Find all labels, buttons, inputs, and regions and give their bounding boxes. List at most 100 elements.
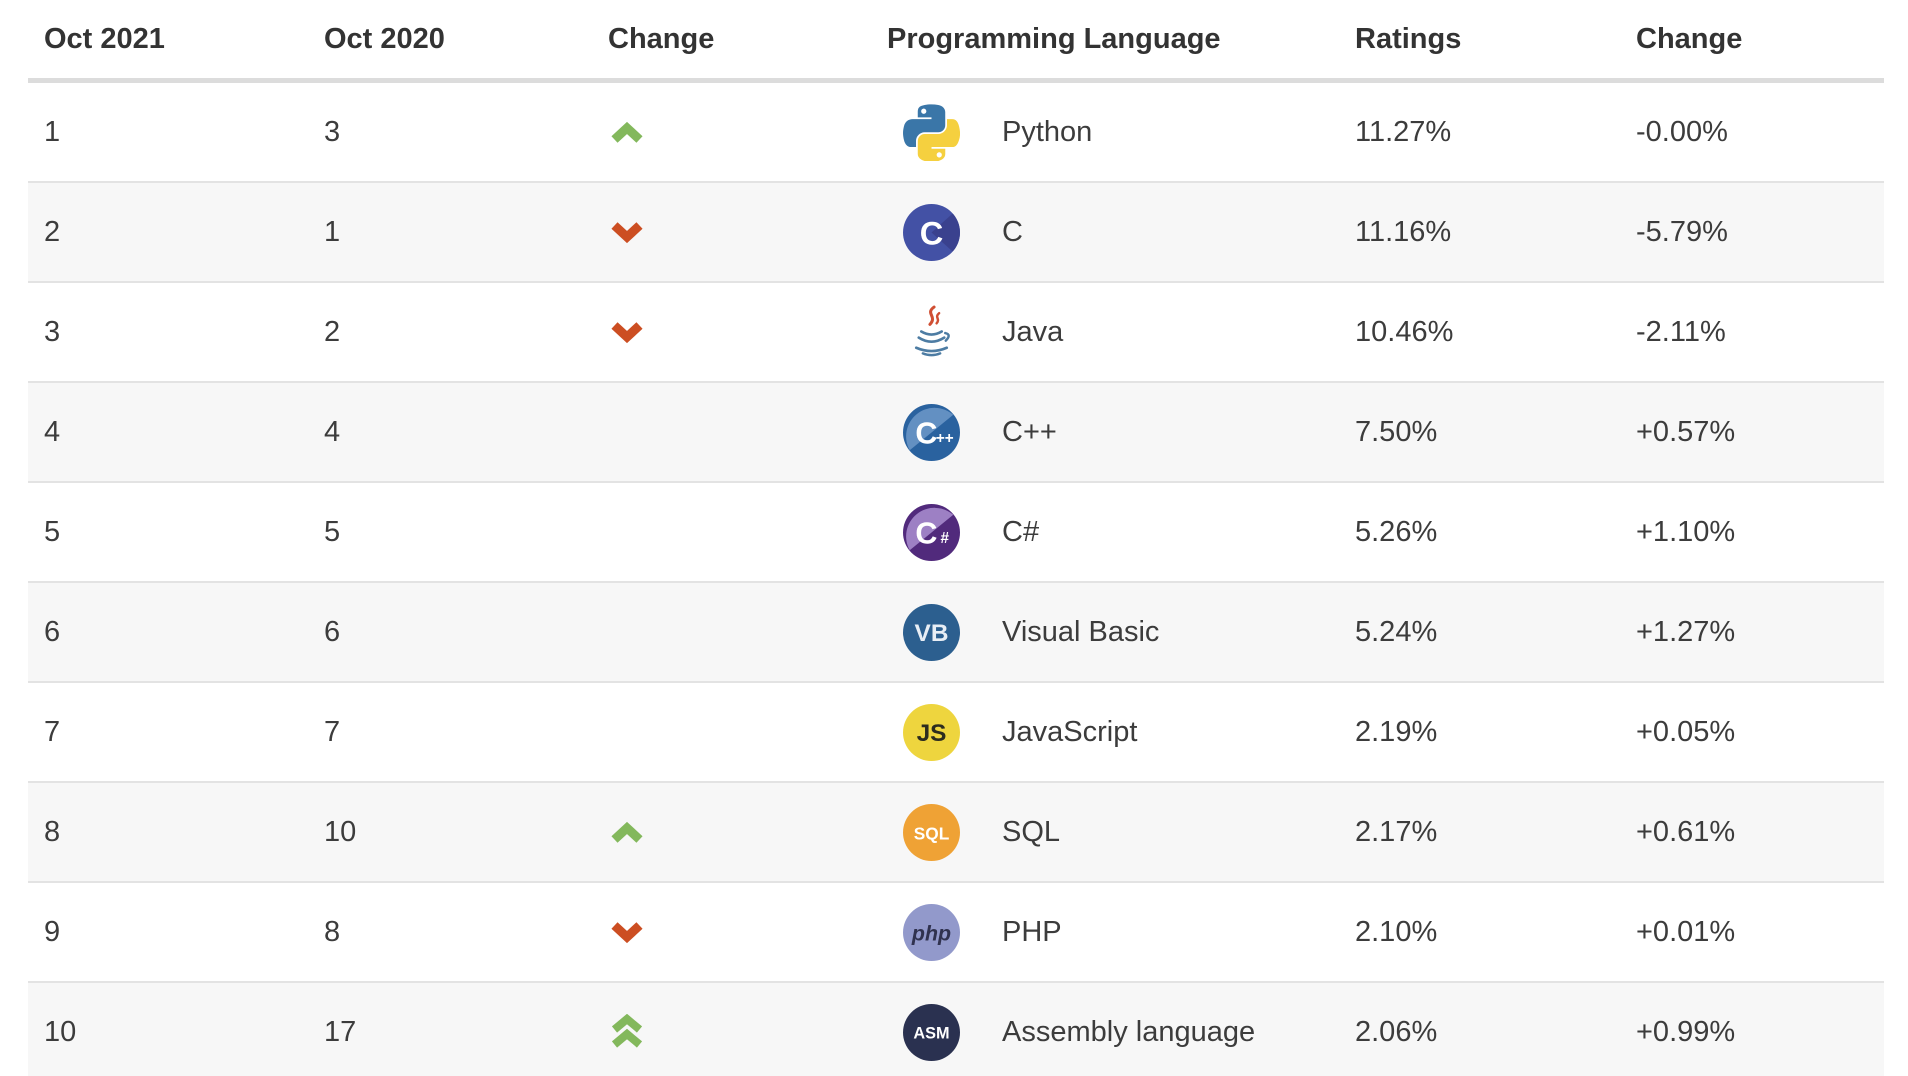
svg-text:JS: JS (917, 720, 947, 747)
language-label: JavaScript (1002, 715, 1138, 748)
language-cell: ASM Assembly language (871, 981, 1339, 1076)
language-wrap: Python (887, 103, 1339, 161)
double-up-arrow-icon (611, 1013, 643, 1048)
svg-text:C: C (920, 215, 944, 251)
language-wrap: SQL SQL (887, 803, 1339, 861)
language-label: C++ (1002, 415, 1057, 448)
change-cell: +1.10% (1620, 481, 1884, 582)
oct-2020-rank-cell: 2 (308, 281, 592, 382)
cpp-icon: C++ (903, 403, 960, 461)
header-row: Oct 2021 Oct 2020 Change Programming Lan… (28, 0, 1884, 83)
language-label: Python (1002, 115, 1093, 148)
language-wrap: php PHP (887, 903, 1339, 961)
table-row: 3 2 Java 10.46% -2.11% (28, 281, 1884, 382)
svg-text:C: C (915, 416, 937, 450)
language-cell: SQL SQL (871, 781, 1339, 882)
table-header: Oct 2021 Oct 2020 Change Programming Lan… (28, 0, 1884, 83)
change-cell: +0.61% (1620, 781, 1884, 882)
trend-cell (592, 281, 871, 382)
table-row: 6 6 VB Visual Basic 5.24% +1.27% (28, 581, 1884, 682)
language-label: C (1002, 215, 1023, 248)
oct-2021-rank-cell: 1 (44, 115, 61, 148)
svg-text:SQL: SQL (914, 823, 950, 843)
oct-2020-rank-cell: 3 (324, 115, 341, 148)
trend-cell (592, 481, 871, 582)
column-header-programming-language: Programming Language (871, 0, 1339, 83)
language-cell: Java (871, 281, 1339, 382)
svg-text:C: C (915, 516, 937, 550)
trend-cell (592, 981, 871, 1076)
down-arrow-icon (611, 921, 643, 943)
vb-icon: VB (903, 603, 960, 661)
column-header-oct-2020: Oct 2020 (308, 0, 592, 83)
php-icon: php (903, 903, 960, 961)
trend-cell (592, 181, 871, 282)
oct-2020-rank-cell: 17 (308, 981, 592, 1076)
oct-2021-rank-cell: 9 (28, 881, 308, 982)
language-cell: Python (871, 81, 1339, 183)
language-label: C# (1002, 515, 1040, 548)
oct-2021-rank-cell: 10 (28, 981, 308, 1076)
language-label: SQL (1002, 815, 1061, 848)
svg-text:VB: VB (915, 620, 949, 647)
oct-2020-rank-cell: 7 (308, 681, 592, 782)
oct-2020-rank-cell: 6 (308, 581, 592, 682)
trend-cell (592, 681, 871, 782)
language-wrap: ASM Assembly language (887, 1003, 1339, 1061)
svg-text:php: php (911, 921, 951, 945)
language-wrap: Java (887, 304, 1339, 361)
language-cell: C # C# (871, 481, 1339, 582)
language-label: PHP (1002, 915, 1062, 948)
trend-cell (592, 81, 871, 183)
up-arrow-icon (611, 121, 643, 143)
trend-cell (592, 581, 871, 682)
change-cell: -0.00% (1636, 115, 1728, 148)
oct-2020-rank-cell: 4 (308, 381, 592, 482)
oct-2021-rank-cell: 5 (28, 481, 308, 582)
change-cell: +0.01% (1620, 881, 1884, 982)
language-label: Visual Basic (1002, 615, 1160, 648)
oct-2021-rank-cell: 7 (28, 681, 308, 782)
svg-text:ASM: ASM (913, 1024, 949, 1042)
ratings-cell: 11.27% (1355, 115, 1452, 148)
oct-2021-rank-cell: 4 (28, 381, 308, 482)
ratings-cell: 2.10% (1339, 881, 1620, 982)
oct-2020-rank-cell: 10 (308, 781, 592, 882)
column-header-change-pct: Change (1620, 0, 1884, 83)
change-cell: +0.05% (1620, 681, 1884, 782)
table-row: 8 10 SQL SQL 2.17% +0.61% (28, 781, 1884, 882)
change-cell: +0.99% (1620, 981, 1884, 1076)
language-label: Java (1002, 315, 1064, 348)
column-header-oct-2021: Oct 2021 (28, 0, 308, 83)
language-wrap: C # C# (887, 503, 1339, 561)
oct-2021-rank-cell: 2 (28, 181, 308, 282)
oct-2020-rank-cell: 1 (308, 181, 592, 282)
ratings-cell: 5.24% (1339, 581, 1620, 682)
language-wrap: C ++ C++ (887, 403, 1339, 461)
oct-2021-rank-cell: 6 (28, 581, 308, 682)
language-cell: C ++ C++ (871, 381, 1339, 482)
oct-2021-rank-cell: 8 (28, 781, 308, 882)
trend-cell (592, 881, 871, 982)
column-header-ratings: Ratings (1339, 0, 1620, 83)
language-wrap: VB Visual Basic (887, 603, 1339, 661)
svg-text:++: ++ (936, 430, 954, 447)
table-row: 2 1 C C 11.16% -5.79% (28, 181, 1884, 282)
language-label: Assembly language (1002, 1015, 1256, 1048)
ratings-cell: 10.46% (1339, 281, 1620, 382)
ratings-cell: 2.06% (1339, 981, 1620, 1076)
change-cell: -5.79% (1620, 181, 1884, 282)
ratings-cell: 2.19% (1339, 681, 1620, 782)
column-header-change: Change (592, 0, 871, 83)
asm-icon: ASM (903, 1003, 960, 1061)
js-icon: JS (903, 703, 960, 761)
change-cell: +0.57% (1620, 381, 1884, 482)
up-arrow-icon (611, 821, 643, 843)
change-cell: -2.11% (1620, 281, 1884, 382)
csharp-icon: C # (903, 503, 960, 561)
trend-cell (592, 781, 871, 882)
language-cell: JS JavaScript (871, 681, 1339, 782)
ratings-cell: 5.26% (1339, 481, 1620, 582)
language-wrap: JS JavaScript (887, 703, 1339, 761)
